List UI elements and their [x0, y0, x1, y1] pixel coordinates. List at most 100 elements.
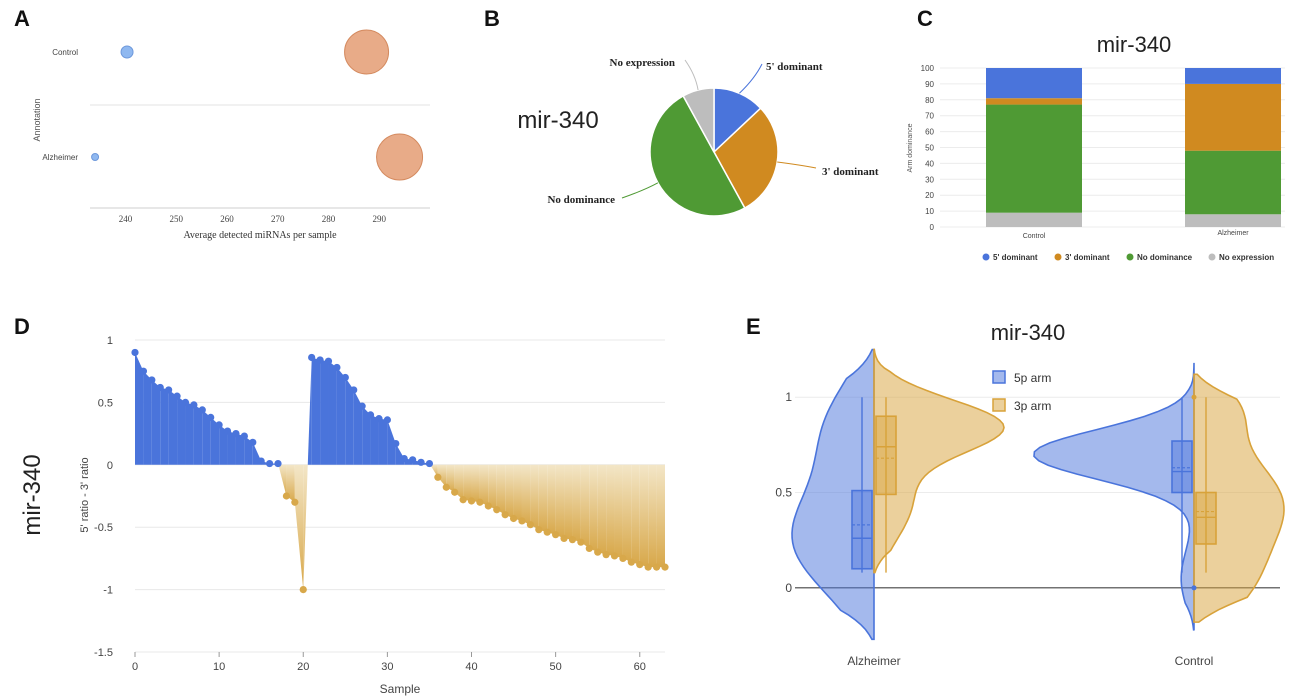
area-segment-positive [135, 352, 144, 465]
legend-swatch [992, 370, 1006, 384]
box-3p [875, 415, 897, 496]
data-point [610, 552, 619, 560]
area-segment-positive [328, 361, 337, 465]
data-point [585, 544, 593, 553]
outlier-point [1191, 394, 1197, 400]
data-point [493, 506, 501, 514]
pie-leader-line [739, 63, 763, 94]
area-segment-positive [143, 371, 152, 465]
area-segment-negative [614, 464, 623, 559]
y-tick-label: 1 [785, 390, 792, 404]
area-segment-negative [471, 464, 480, 503]
area-segment-negative [606, 464, 615, 556]
data-point [198, 406, 206, 414]
data-point [257, 457, 265, 465]
x-tick-label: 50 [550, 661, 562, 673]
data-point [299, 586, 307, 594]
box-5p [1171, 440, 1193, 494]
violin-half-5p [791, 348, 875, 641]
legend-swatch [1054, 253, 1062, 261]
stacked-bar-chart-c: mir-340 0 10 20 30 40 50 60 70 80 90 100 Arm dominan… [907, 32, 1285, 262]
area-segment-positive [307, 357, 312, 465]
data-point [476, 498, 484, 506]
area-segment-negative [572, 464, 581, 543]
bar-segment [986, 104, 1082, 213]
area-segment-negative [547, 464, 556, 535]
pie-slice-label: 3' dominant [822, 166, 879, 178]
category-label: Control [52, 48, 78, 57]
data-point [341, 373, 349, 382]
x-tick-label: 0 [132, 661, 138, 673]
data-point [661, 563, 669, 571]
data-point [333, 363, 341, 372]
data-point [173, 392, 181, 400]
y-tick-label: 0.5 [775, 486, 792, 500]
bar-segment [1185, 68, 1281, 84]
legend-label: 5' dominant [993, 253, 1038, 262]
y-tick-label: 1 [107, 335, 113, 347]
category-label: Control [1023, 233, 1046, 240]
data-point [543, 528, 551, 536]
legend-swatch [1126, 253, 1134, 261]
x-tick-label: 30 [381, 661, 393, 673]
y-tick-label: 50 [925, 144, 934, 153]
y-tick-label: 0 [785, 581, 792, 595]
data-point [232, 430, 240, 438]
outlier-point [1191, 585, 1197, 591]
pie-title: mir-340 [517, 107, 598, 134]
data-point [535, 526, 543, 534]
legend-swatch [992, 398, 1006, 412]
pie-slice [649, 94, 746, 217]
data-point [165, 386, 173, 394]
data-point [375, 415, 383, 423]
panel-label-a: A [14, 6, 30, 31]
legend-swatch [1208, 253, 1216, 261]
area-segment-positive [193, 404, 203, 465]
data-point [358, 402, 366, 410]
bubble-point [376, 133, 424, 181]
data-point [223, 427, 232, 435]
data-point [316, 356, 324, 364]
area-segment-negative [648, 464, 657, 568]
data-point [484, 502, 492, 510]
legend-label: 5p arm [1014, 371, 1051, 385]
bar-segment [1185, 150, 1281, 215]
area-segment-positive [353, 389, 363, 465]
x-tick-label: 250 [170, 214, 184, 224]
legend-swatch [982, 253, 990, 261]
x-axis-title: Average detected miRNAs per sample [183, 230, 337, 241]
area-segment-positive [160, 387, 169, 465]
area-segment-negative [479, 464, 489, 506]
area-segment-negative [631, 464, 640, 565]
category-label: Alzheimer [847, 654, 900, 668]
area-segment-negative [538, 464, 548, 533]
bubble-point [91, 153, 100, 161]
data-point [148, 376, 156, 384]
area-segment-negative [521, 464, 531, 525]
pie-leader-line [684, 59, 699, 91]
violin-chart-e: mir-340 0 0.5 1 5p arm 3p arm Alzheimer Control [775, 320, 1285, 668]
x-tick-label: 10 [213, 661, 225, 673]
area-segment-negative [589, 464, 598, 553]
violin-half-5p [1033, 362, 1195, 631]
area-segment-positive [185, 402, 194, 465]
legend-label: 3' dominant [1065, 253, 1110, 262]
y-tick-label: 60 [925, 128, 934, 137]
pie-slice-label: No dominance [547, 194, 615, 206]
data-point [644, 563, 652, 571]
bar-segment [1185, 83, 1281, 151]
y-axis-title: Annotation [32, 98, 42, 141]
box-3p [1195, 491, 1217, 545]
data-point [181, 398, 190, 406]
y-tick-label: 20 [925, 191, 934, 200]
area-segment-negative [488, 464, 497, 510]
data-point [518, 517, 526, 525]
area-segment-positive [177, 396, 186, 465]
area-segment-negative [463, 464, 472, 501]
area-segment-negative [580, 464, 590, 549]
data-point [156, 383, 164, 392]
area-segment-negative [294, 464, 304, 590]
area-segment-positive [219, 424, 228, 465]
y-tick-label: -1.5 [94, 647, 113, 659]
panel-label-e: E [746, 314, 761, 339]
